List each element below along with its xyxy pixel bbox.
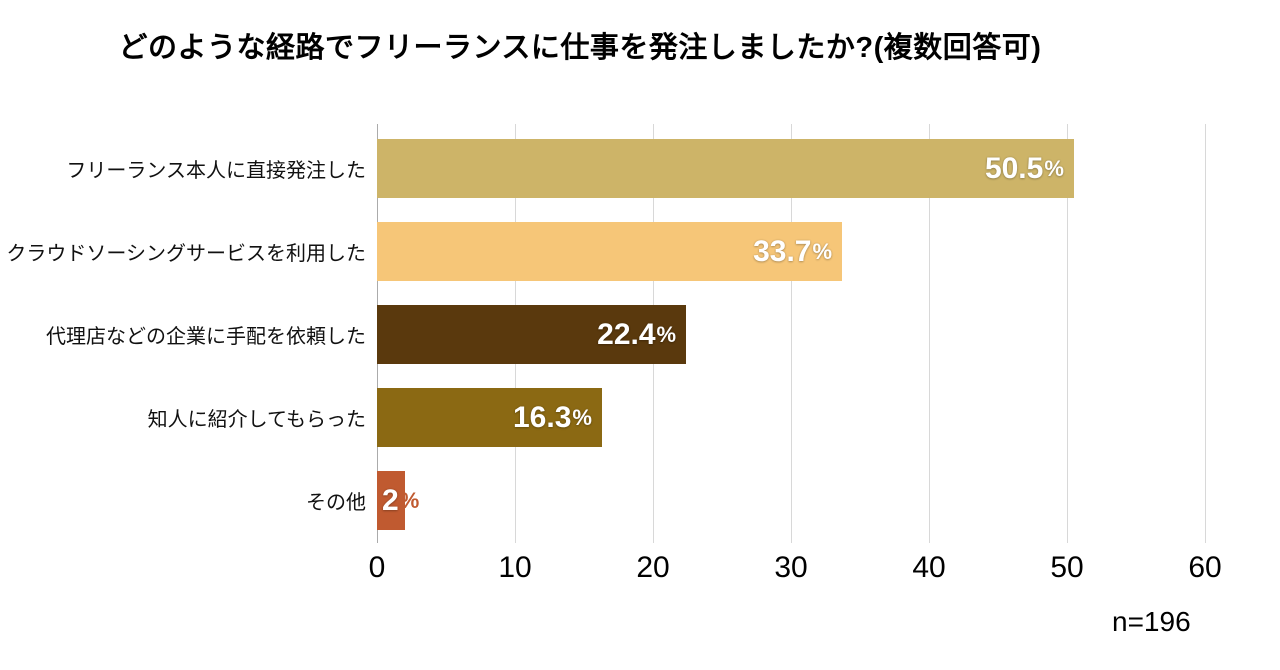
value-number: 33.7 (753, 234, 812, 268)
bar (377, 139, 1074, 198)
category-label: その他 (306, 492, 366, 514)
x-tick-label: 60 (1188, 551, 1222, 584)
x-tick-label: 20 (636, 551, 670, 584)
value-number: 2 (382, 483, 399, 517)
bar (377, 305, 687, 364)
chart-title: どのような経路でフリーランスに仕事を発注しましたか?(複数回答可) (118, 32, 1042, 64)
gridline (1204, 124, 1206, 543)
value-percent-sign: % (572, 404, 592, 430)
value-number: 22.4 (597, 317, 656, 351)
value-label: 33.7% (377, 222, 832, 281)
value-label: 16.3% (377, 388, 592, 447)
category-label: クラウドソーシングサービスを利用した (6, 243, 366, 265)
gridline (790, 124, 792, 543)
x-tick-label: 40 (912, 551, 946, 584)
category-label: フリーランス本人に直接発注した (66, 160, 366, 182)
value-label: 2% (382, 471, 419, 530)
sample-size-label: n=196 (1112, 606, 1191, 637)
value-label: 22.4% (377, 305, 676, 364)
x-tick-label: 0 (368, 551, 386, 584)
gridline (928, 124, 930, 543)
value-number: 16.3 (512, 400, 572, 434)
value-percent-sign: % (656, 321, 677, 347)
category-label: 代理店などの企業に手配を依頼した (46, 326, 366, 348)
bar (377, 471, 405, 530)
x-tick-label: 50 (1050, 551, 1084, 584)
gridline (1066, 124, 1068, 543)
bar (377, 388, 602, 447)
value-percent-sign: % (812, 238, 833, 264)
value-number: 50.5 (984, 151, 1044, 185)
value-percent-sign: % (399, 487, 420, 513)
category-label: 知人に紹介してもらった (147, 409, 366, 431)
value-percent-sign: % (1044, 155, 1064, 181)
bar (377, 222, 843, 281)
x-tick-label: 30 (774, 551, 808, 584)
x-tick-label: 10 (498, 551, 532, 584)
value-label: 50.5% (377, 139, 1064, 198)
